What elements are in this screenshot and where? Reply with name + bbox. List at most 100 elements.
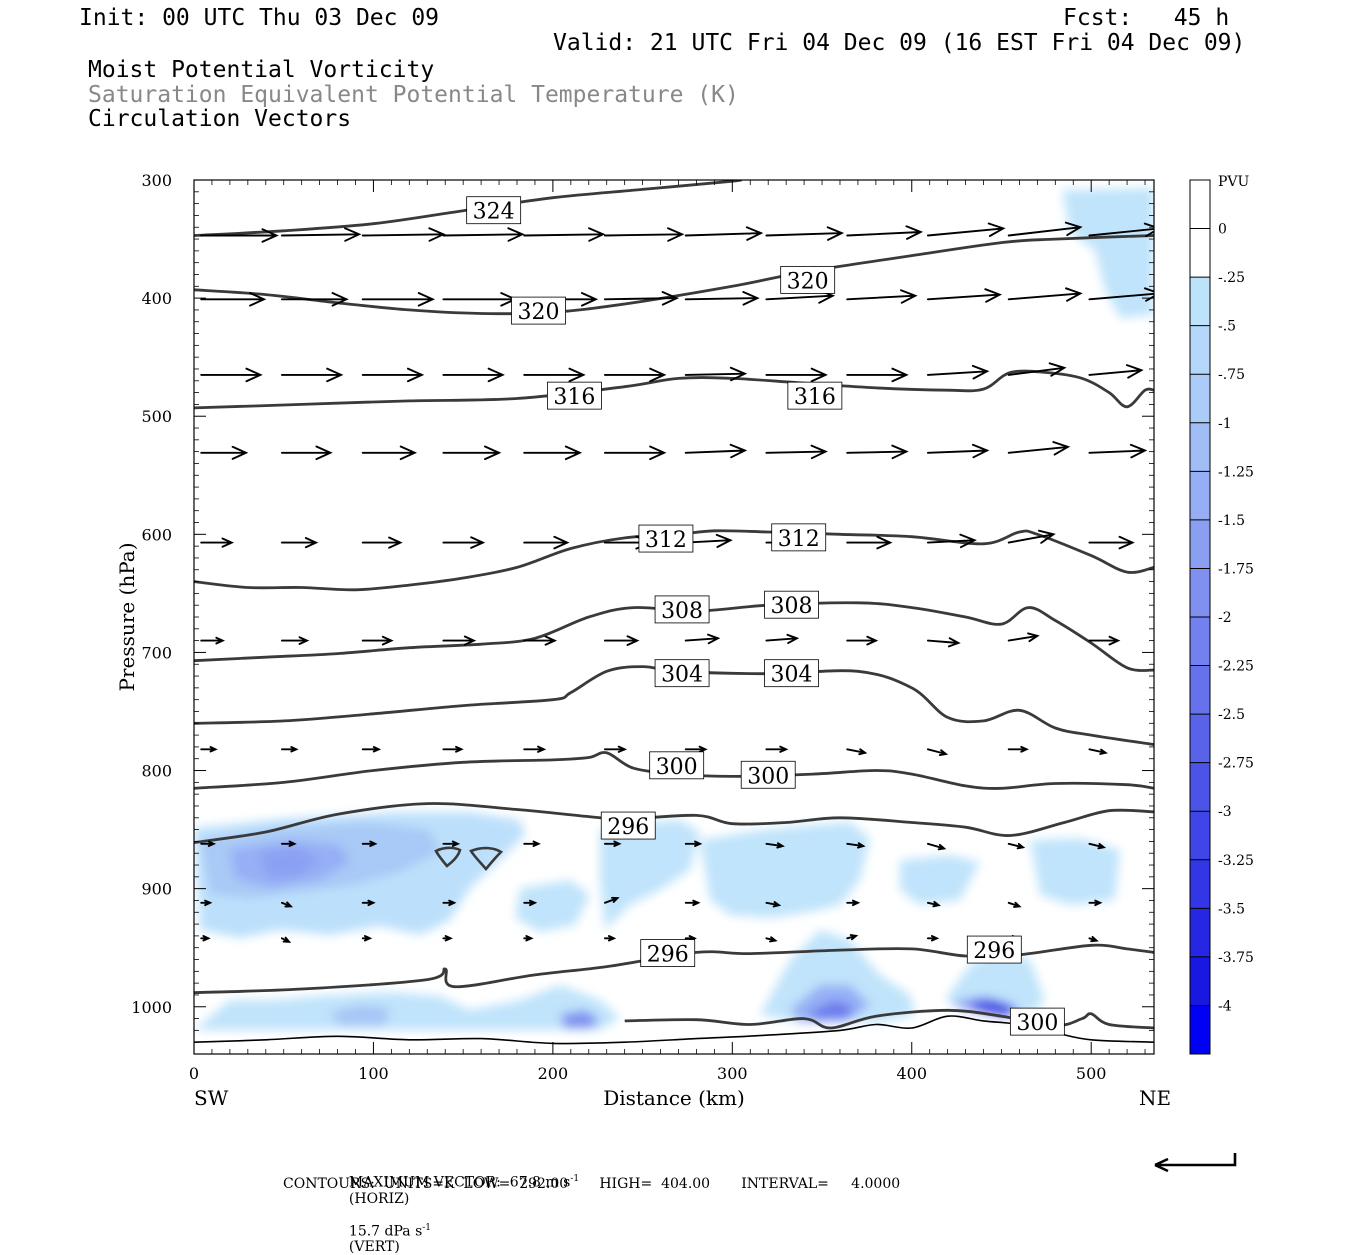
- colorbar-segment: [1190, 811, 1210, 861]
- circulation-vector: [280, 227, 362, 242]
- colorbar-label: 0: [1218, 222, 1227, 238]
- circulation-vector: [523, 840, 541, 847]
- circulation-vector: [442, 367, 505, 383]
- contour-label-box: [600, 811, 656, 840]
- circulation-vector: [442, 536, 486, 549]
- circulation-vector: [765, 367, 828, 383]
- contour-label-box: [654, 659, 710, 688]
- theta-contour-closed: [434, 846, 462, 868]
- colorbar-label: -4: [1218, 998, 1232, 1014]
- contour-label: 300: [1016, 1011, 1058, 1036]
- valid-time: Valid: 21 UTC Fri 04 Dec 09 (16 EST Fri …: [553, 30, 1246, 56]
- colorbar-segment: [1190, 762, 1210, 812]
- x-tick-label: 400: [896, 1064, 927, 1083]
- contour-label-box: [654, 595, 710, 624]
- circulation-vector: [523, 227, 606, 242]
- colorbar-label: -.5: [1218, 319, 1236, 335]
- colorbar-label: -1.75: [1218, 561, 1254, 577]
- circulation-vector: [200, 899, 213, 907]
- circulation-vector: [603, 291, 680, 306]
- contour-label-box: [1009, 1007, 1065, 1036]
- colorbar-label: -.25: [1218, 270, 1245, 286]
- circulation-vector: [280, 746, 299, 753]
- cross-section-chart: 324 320 320 316 316 312 312 308 308 304 304 300 300 2…: [115, 171, 1254, 1173]
- circulation-vector: [926, 637, 961, 648]
- contour-label-box: [787, 381, 843, 410]
- circulation-vector: [200, 537, 235, 548]
- circulation-vector: [603, 840, 622, 847]
- circulation-vector: [523, 899, 538, 907]
- circulation-vector: [846, 535, 893, 550]
- pv-region: [194, 985, 620, 1030]
- colorbar-segment: [1190, 617, 1210, 667]
- colorbar-segment: [1190, 471, 1210, 521]
- contour-label-box: [966, 935, 1022, 964]
- circulation-vector: [765, 633, 800, 645]
- circulation-vector: [603, 896, 620, 904]
- field-title-pv: Moist Potential Vorticity: [88, 57, 435, 83]
- max-vector-horizontal: MAXIMUM VECTOR: 67.8 m s: [348, 1174, 571, 1191]
- circulation-vector: [523, 445, 583, 461]
- contour-label-box: [547, 381, 602, 410]
- circulation-vector: [926, 222, 1006, 237]
- contour-label: 308: [771, 594, 813, 619]
- contour-label: 320: [787, 269, 829, 294]
- circulation-vector: [684, 633, 721, 645]
- colorbar-segment: [1190, 228, 1210, 278]
- circulation-vector: [280, 840, 297, 847]
- circulation-vector: [200, 746, 218, 753]
- circulation-vector: [200, 292, 267, 307]
- contour-label: 312: [645, 528, 687, 553]
- colorbar-segment: [1190, 859, 1210, 909]
- circulation-vector: [1007, 745, 1029, 753]
- circulation-vector: [200, 228, 279, 243]
- field-title-theta: Saturation Equivalent Potential Temperat…: [88, 82, 739, 108]
- colorbar-label: -3.75: [1218, 950, 1254, 966]
- circulation-vector: [442, 635, 477, 646]
- colorbar-label: -1.25: [1218, 464, 1254, 480]
- pv-region: [970, 1000, 1020, 1016]
- colorbar-segment: [1190, 180, 1210, 230]
- circulation-vector: [1007, 441, 1071, 456]
- circulation-vector: [280, 636, 310, 645]
- contour-label: 296: [647, 943, 689, 968]
- colorbar-label: -2: [1218, 610, 1232, 626]
- max-vector-info: MAXIMUM VECTOR: 67.8 m s-1 (HORIZ) 15.7 …: [340, 1158, 579, 1255]
- pv-region: [1030, 838, 1120, 905]
- contour-label: 320: [518, 300, 560, 325]
- colorbar-label: -3: [1218, 804, 1232, 820]
- contour-label-box: [511, 296, 566, 325]
- circulation-vector: [846, 367, 909, 383]
- theta-contour-316: [194, 369, 1154, 410]
- circulation-vector: [1007, 362, 1067, 377]
- circulation-vector: [280, 901, 294, 908]
- circulation-vector: [846, 225, 924, 240]
- axes-ticks: 300 400 500 600 700 800 900 1000 0 100 200 300 400 50…: [131, 171, 1154, 1083]
- circulation-vector: [846, 635, 879, 646]
- contour-label: 324: [473, 200, 515, 225]
- circulation-vector: [1007, 287, 1083, 302]
- circulation-vector: [1088, 842, 1107, 850]
- y-tick-label: 300: [141, 171, 172, 190]
- circulation-vector: [523, 745, 547, 753]
- circulation-vector: [361, 367, 425, 383]
- contour-label: 304: [771, 663, 813, 688]
- circulation-vector: [926, 533, 977, 549]
- init-time: Init: 00 UTC Thu 03 Dec 09: [79, 5, 440, 31]
- contour-label: 304: [661, 663, 703, 688]
- pv-region: [515, 880, 590, 932]
- contour-label: 296: [973, 939, 1015, 964]
- circulation-vector: [1007, 632, 1040, 643]
- y-tick-label: 900: [141, 880, 172, 899]
- colorbar-label: -3.5: [1218, 901, 1245, 917]
- circulation-vector: [926, 443, 990, 459]
- circulation-vector: [926, 935, 940, 942]
- circulation-vector: [361, 635, 394, 646]
- circulation-vector: [765, 444, 828, 460]
- circulation-vector: [765, 842, 785, 849]
- circulation-vector: [846, 748, 868, 756]
- colorbar-label: -1.5: [1218, 513, 1245, 529]
- x-right-label: NE: [1139, 1086, 1171, 1110]
- circulation-vector: [765, 226, 845, 241]
- theta-contour-300: [624, 1008, 1154, 1030]
